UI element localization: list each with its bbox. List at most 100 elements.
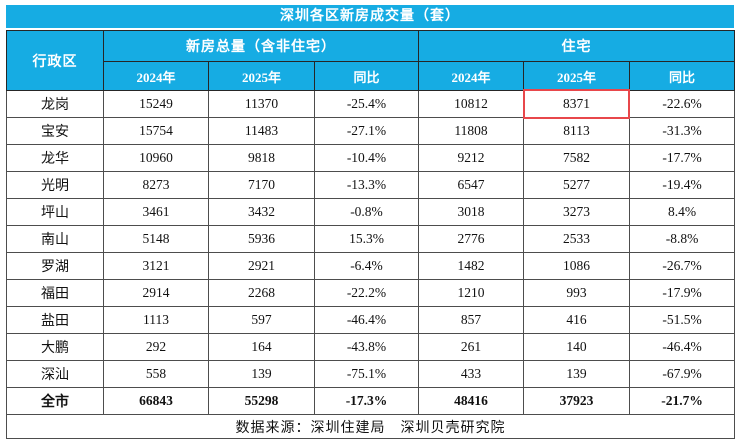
- col-header-res-2025: 2025年: [523, 61, 631, 91]
- district-cell: 罗湖: [6, 252, 104, 280]
- value-cell: -43.8%: [313, 333, 420, 361]
- highlighted-value-cell: 8371: [523, 89, 631, 120]
- table-row-yantian: 盐田 1113 597 -46.4% 857 416 -51.5%: [6, 306, 736, 334]
- value-cell: 416: [523, 306, 631, 334]
- value-cell: -21.7%: [629, 387, 736, 415]
- value-cell: -13.3%: [313, 171, 420, 199]
- table-row-guangming: 光明 8273 7170 -13.3% 6547 5277 -19.4%: [6, 171, 736, 199]
- header-sub-row: 2024年 2025年 同比 2024年 2025年 同比: [7, 61, 736, 91]
- district-cell: 福田: [6, 279, 104, 307]
- value-cell: -17.7%: [629, 144, 736, 172]
- group-header-total: 新房总量（含非住宅）: [102, 30, 420, 62]
- value-cell: 433: [418, 360, 525, 388]
- col-header-res-yoy: 同比: [629, 61, 736, 91]
- value-cell: -25.4%: [313, 90, 420, 118]
- value-cell: 3121: [103, 252, 209, 280]
- value-cell: 9212: [418, 144, 525, 172]
- value-cell: -8.8%: [629, 225, 736, 253]
- value-cell: 2776: [418, 225, 525, 253]
- value-cell: 3018: [418, 198, 525, 226]
- value-cell: 6547: [418, 171, 525, 199]
- value-cell: 15249: [103, 90, 209, 118]
- value-cell: -46.4%: [629, 333, 736, 361]
- table-row-citywide-total: 全市 66843 55298 -17.3% 48416 37923 -21.7%: [6, 387, 736, 415]
- value-cell: -51.5%: [629, 306, 736, 334]
- col-header-res-2024: 2024年: [418, 61, 525, 91]
- value-cell: 10812: [418, 90, 525, 118]
- value-cell: 2268: [208, 279, 315, 307]
- value-cell: 597: [208, 306, 315, 334]
- value-cell: 139: [208, 360, 315, 388]
- district-cell: 光明: [6, 171, 104, 199]
- value-cell: -10.4%: [313, 144, 420, 172]
- group-header-residential: 住宅: [418, 30, 736, 62]
- value-cell: -0.8%: [313, 198, 420, 226]
- table-title: 深圳各区新房成交量（套）: [6, 5, 734, 28]
- value-cell: 37923: [523, 387, 631, 415]
- table-row-dapeng: 大鹏 292 164 -43.8% 261 140 -46.4%: [6, 333, 736, 361]
- district-cell: 深汕: [6, 360, 104, 388]
- value-cell: 139: [523, 360, 631, 388]
- value-cell: -6.4%: [313, 252, 420, 280]
- district-cell: 南山: [6, 225, 104, 253]
- value-cell: 993: [523, 279, 631, 307]
- value-cell: 11808: [418, 117, 525, 145]
- table-row-shenshan: 深汕 558 139 -75.1% 433 139 -67.9%: [6, 360, 736, 388]
- value-cell: 11483: [208, 117, 315, 145]
- col-header-total-yoy: 同比: [313, 61, 420, 91]
- corner-header-district: 行政区: [6, 30, 104, 91]
- table-row-luohu: 罗湖 3121 2921 -6.4% 1482 1086 -26.7%: [6, 252, 736, 280]
- value-cell: 140: [523, 333, 631, 361]
- value-cell: 261: [418, 333, 525, 361]
- value-cell: 15.3%: [313, 225, 420, 253]
- value-cell: 292: [103, 333, 209, 361]
- value-cell: 8113: [523, 117, 631, 145]
- table-row-pingshan: 坪山 3461 3432 -0.8% 3018 3273 8.4%: [6, 198, 736, 226]
- value-cell: 55298: [208, 387, 315, 415]
- value-cell: 2533: [523, 225, 631, 253]
- value-cell: -17.3%: [313, 387, 420, 415]
- value-cell: 857: [418, 306, 525, 334]
- district-cell: 盐田: [6, 306, 104, 334]
- value-cell: 3432: [208, 198, 315, 226]
- value-cell: 2921: [208, 252, 315, 280]
- table-row-nanshan: 南山 5148 5936 15.3% 2776 2533 -8.8%: [6, 225, 736, 253]
- transactions-table: 行政区 新房总量（含非住宅） 住宅 2024年 2025年 同比 2024年 2…: [5, 30, 736, 439]
- value-cell: -31.3%: [629, 117, 736, 145]
- district-cell: 龙华: [6, 144, 104, 172]
- value-cell: -26.7%: [629, 252, 736, 280]
- table-row-longgang: 龙岗 15249 11370 -25.4% 10812 8371 -22.6%: [6, 89, 736, 120]
- value-cell: 7170: [208, 171, 315, 199]
- table-row-longhua: 龙华 10960 9818 -10.4% 9212 7582 -17.7%: [6, 144, 736, 172]
- value-cell: 10960: [103, 144, 209, 172]
- value-cell: 3273: [523, 198, 631, 226]
- value-cell: 2914: [103, 279, 209, 307]
- value-cell: 1086: [523, 252, 631, 280]
- value-cell: 15754: [103, 117, 209, 145]
- table-row-baoan: 宝安 15754 11483 -27.1% 11808 8113 -31.3%: [6, 117, 736, 145]
- header-group-row: 行政区 新房总量（含非住宅） 住宅: [6, 30, 736, 91]
- data-source-note: 数据来源：深圳住建局 深圳贝壳研究院: [5, 414, 736, 439]
- value-cell: 9818: [208, 144, 315, 172]
- value-cell: -46.4%: [313, 306, 420, 334]
- table-row-futian: 福田 2914 2268 -22.2% 1210 993 -17.9%: [6, 279, 736, 307]
- value-cell: 48416: [418, 387, 525, 415]
- value-cell: -27.1%: [313, 117, 420, 145]
- value-cell: 164: [208, 333, 315, 361]
- value-cell: -75.1%: [313, 360, 420, 388]
- value-cell: -22.2%: [313, 279, 420, 307]
- value-cell: 1482: [418, 252, 525, 280]
- district-cell: 全市: [6, 387, 104, 415]
- value-cell: 11370: [208, 90, 315, 118]
- value-cell: -19.4%: [629, 171, 736, 199]
- value-cell: 1210: [418, 279, 525, 307]
- value-cell: 8273: [103, 171, 209, 199]
- value-cell: 5936: [208, 225, 315, 253]
- value-cell: 3461: [103, 198, 209, 226]
- value-cell: 5148: [103, 225, 209, 253]
- district-cell: 坪山: [6, 198, 104, 226]
- district-cell: 龙岗: [6, 90, 104, 118]
- value-cell: -17.9%: [629, 279, 736, 307]
- value-cell: 558: [103, 360, 209, 388]
